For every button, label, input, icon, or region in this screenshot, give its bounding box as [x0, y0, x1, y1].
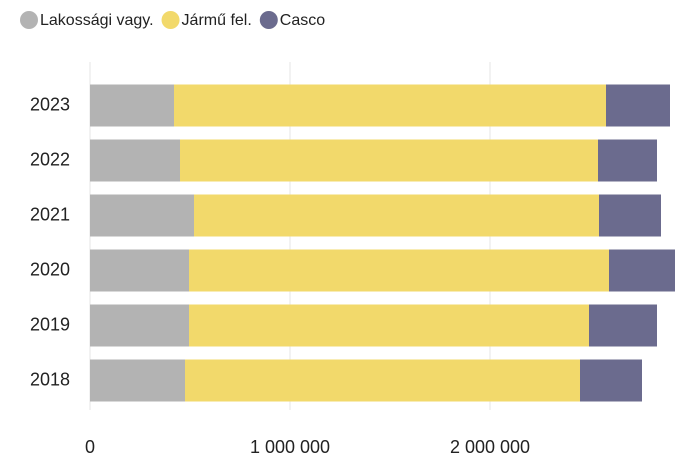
legend-item: Lakossági vagy. [20, 11, 154, 29]
y-tick-label: 2022 [30, 149, 70, 169]
bar-segment [189, 249, 609, 292]
x-tick-label: 1 000 000 [250, 437, 330, 457]
bar-segment [599, 194, 661, 237]
legend-swatch [20, 11, 38, 29]
legend-swatch [259, 11, 278, 29]
bar-segment [90, 359, 185, 402]
y-tick-label: 2023 [30, 94, 70, 114]
legend-item: Casco [259, 11, 325, 29]
y-tick-label: 2018 [30, 369, 70, 389]
bar-segment [90, 139, 180, 182]
bar-segment [606, 84, 670, 127]
bar-segment [90, 84, 174, 127]
bar-segment [180, 139, 598, 182]
bar-segment [90, 249, 189, 292]
y-tick-label: 2019 [30, 314, 70, 334]
bar-segment [589, 304, 657, 347]
bar-segment [174, 84, 606, 127]
bar-segment [598, 139, 657, 182]
y-tick-label: 2021 [30, 204, 70, 224]
bar-segment [580, 359, 642, 402]
bar-segment [185, 359, 580, 402]
bar-segment [194, 194, 599, 237]
bar-segment [189, 304, 589, 347]
bar-segment [90, 194, 194, 237]
legend-label: Jármű fel. [182, 12, 252, 29]
legend-label: Lakossági vagy. [40, 12, 154, 29]
y-tick-label: 2020 [30, 259, 70, 279]
legend-item: Jármű fel. [161, 11, 252, 29]
bar-segment [609, 249, 675, 292]
x-tick-label: 0 [85, 437, 95, 457]
bar-segment [90, 304, 189, 347]
legend-swatch [161, 11, 180, 29]
x-tick-label: 2 000 000 [450, 437, 530, 457]
legend-label: Casco [280, 12, 325, 29]
